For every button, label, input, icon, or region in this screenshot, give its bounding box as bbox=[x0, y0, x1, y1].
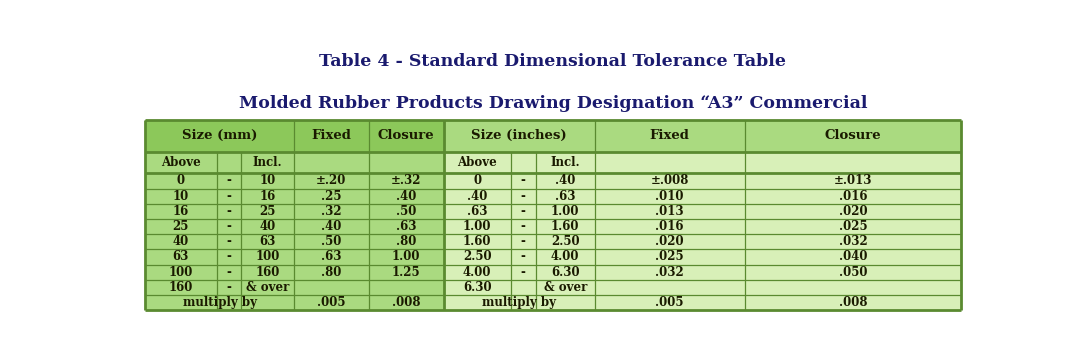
Text: -: - bbox=[521, 251, 525, 263]
Text: ±.32: ±.32 bbox=[391, 175, 421, 188]
Text: Above: Above bbox=[161, 156, 201, 169]
Text: 100: 100 bbox=[168, 266, 193, 279]
Text: .32: .32 bbox=[322, 205, 342, 218]
Text: .032: .032 bbox=[655, 266, 684, 279]
Text: Size (mm): Size (mm) bbox=[182, 129, 257, 142]
Text: -: - bbox=[521, 205, 525, 218]
Text: -: - bbox=[227, 190, 231, 202]
Text: .40: .40 bbox=[555, 175, 575, 188]
Text: .016: .016 bbox=[838, 190, 868, 202]
Text: 4.00: 4.00 bbox=[463, 266, 491, 279]
Text: ±.20: ±.20 bbox=[316, 175, 346, 188]
Text: .025: .025 bbox=[655, 251, 684, 263]
Text: .050: .050 bbox=[838, 266, 868, 279]
Text: 4.00: 4.00 bbox=[551, 251, 579, 263]
Text: 16: 16 bbox=[173, 205, 189, 218]
Text: .63: .63 bbox=[467, 205, 488, 218]
Text: .63: .63 bbox=[396, 220, 416, 233]
Text: multiply by: multiply by bbox=[482, 296, 556, 309]
Text: 10: 10 bbox=[173, 190, 189, 202]
Text: .010: .010 bbox=[655, 190, 684, 202]
Bar bbox=[443, 120, 961, 152]
Text: 40: 40 bbox=[260, 220, 276, 233]
Text: 100: 100 bbox=[256, 251, 279, 263]
Text: .50: .50 bbox=[322, 235, 342, 248]
Text: -: - bbox=[521, 220, 525, 233]
Text: .40: .40 bbox=[396, 190, 416, 202]
Text: -: - bbox=[521, 266, 525, 279]
Text: ±.013: ±.013 bbox=[834, 175, 872, 188]
Text: Fixed: Fixed bbox=[312, 129, 352, 142]
Text: Fixed: Fixed bbox=[650, 129, 689, 142]
Text: .25: .25 bbox=[322, 190, 342, 202]
Text: 0: 0 bbox=[177, 175, 185, 188]
Text: 1.60: 1.60 bbox=[551, 220, 579, 233]
Text: .032: .032 bbox=[838, 235, 868, 248]
Text: 1.00: 1.00 bbox=[551, 205, 579, 218]
Text: -: - bbox=[521, 235, 525, 248]
Text: multiply by: multiply by bbox=[182, 296, 257, 309]
Text: 6.30: 6.30 bbox=[551, 266, 579, 279]
Text: -: - bbox=[227, 205, 231, 218]
Text: 63: 63 bbox=[173, 251, 189, 263]
Bar bbox=[443, 152, 961, 310]
Text: .040: .040 bbox=[838, 251, 868, 263]
Text: .50: .50 bbox=[396, 205, 416, 218]
Text: Incl.: Incl. bbox=[550, 156, 581, 169]
Text: & over: & over bbox=[246, 281, 289, 294]
Text: .013: .013 bbox=[655, 205, 684, 218]
Text: 6.30: 6.30 bbox=[463, 281, 491, 294]
Text: .40: .40 bbox=[467, 190, 488, 202]
Text: Incl.: Incl. bbox=[252, 156, 283, 169]
Text: Size (inches): Size (inches) bbox=[472, 129, 566, 142]
Text: & over: & over bbox=[544, 281, 587, 294]
Text: Closure: Closure bbox=[378, 129, 435, 142]
Text: 1.00: 1.00 bbox=[392, 251, 421, 263]
Text: 1.60: 1.60 bbox=[463, 235, 491, 248]
Text: .80: .80 bbox=[396, 235, 416, 248]
Text: 2.50: 2.50 bbox=[551, 235, 579, 248]
Text: -: - bbox=[227, 220, 231, 233]
Text: -: - bbox=[521, 175, 525, 188]
Text: .008: .008 bbox=[392, 296, 421, 309]
Text: -: - bbox=[227, 175, 231, 188]
Text: ±.008: ±.008 bbox=[651, 175, 688, 188]
Text: Above: Above bbox=[457, 156, 497, 169]
Bar bbox=[145, 152, 443, 310]
Text: .020: .020 bbox=[655, 235, 684, 248]
Text: 25: 25 bbox=[173, 220, 189, 233]
Text: -: - bbox=[521, 190, 525, 202]
Text: 1.00: 1.00 bbox=[463, 220, 491, 233]
Text: 160: 160 bbox=[168, 281, 193, 294]
Text: 63: 63 bbox=[260, 235, 276, 248]
Text: Table 4 - Standard Dimensional Tolerance Table: Table 4 - Standard Dimensional Tolerance… bbox=[319, 53, 787, 70]
Text: .020: .020 bbox=[838, 205, 868, 218]
Text: 1.25: 1.25 bbox=[392, 266, 421, 279]
Text: 0: 0 bbox=[473, 175, 481, 188]
Text: .008: .008 bbox=[838, 296, 868, 309]
Text: 160: 160 bbox=[256, 266, 279, 279]
Text: -: - bbox=[227, 266, 231, 279]
Text: .025: .025 bbox=[838, 220, 868, 233]
Bar bbox=[145, 120, 443, 152]
Text: -: - bbox=[227, 281, 231, 294]
Text: .40: .40 bbox=[322, 220, 342, 233]
Text: 2.50: 2.50 bbox=[463, 251, 491, 263]
Text: -: - bbox=[227, 235, 231, 248]
Text: .63: .63 bbox=[555, 190, 575, 202]
Text: .005: .005 bbox=[317, 296, 345, 309]
Text: .016: .016 bbox=[655, 220, 684, 233]
Text: 16: 16 bbox=[260, 190, 276, 202]
Text: -: - bbox=[227, 251, 231, 263]
Text: .80: .80 bbox=[322, 266, 342, 279]
Text: 10: 10 bbox=[260, 175, 276, 188]
Text: Closure: Closure bbox=[824, 129, 882, 142]
Text: 25: 25 bbox=[260, 205, 276, 218]
Text: Molded Rubber Products Drawing Designation “A3” Commercial: Molded Rubber Products Drawing Designati… bbox=[238, 95, 868, 112]
Text: .005: .005 bbox=[655, 296, 684, 309]
Text: .63: .63 bbox=[322, 251, 342, 263]
Text: 40: 40 bbox=[173, 235, 189, 248]
